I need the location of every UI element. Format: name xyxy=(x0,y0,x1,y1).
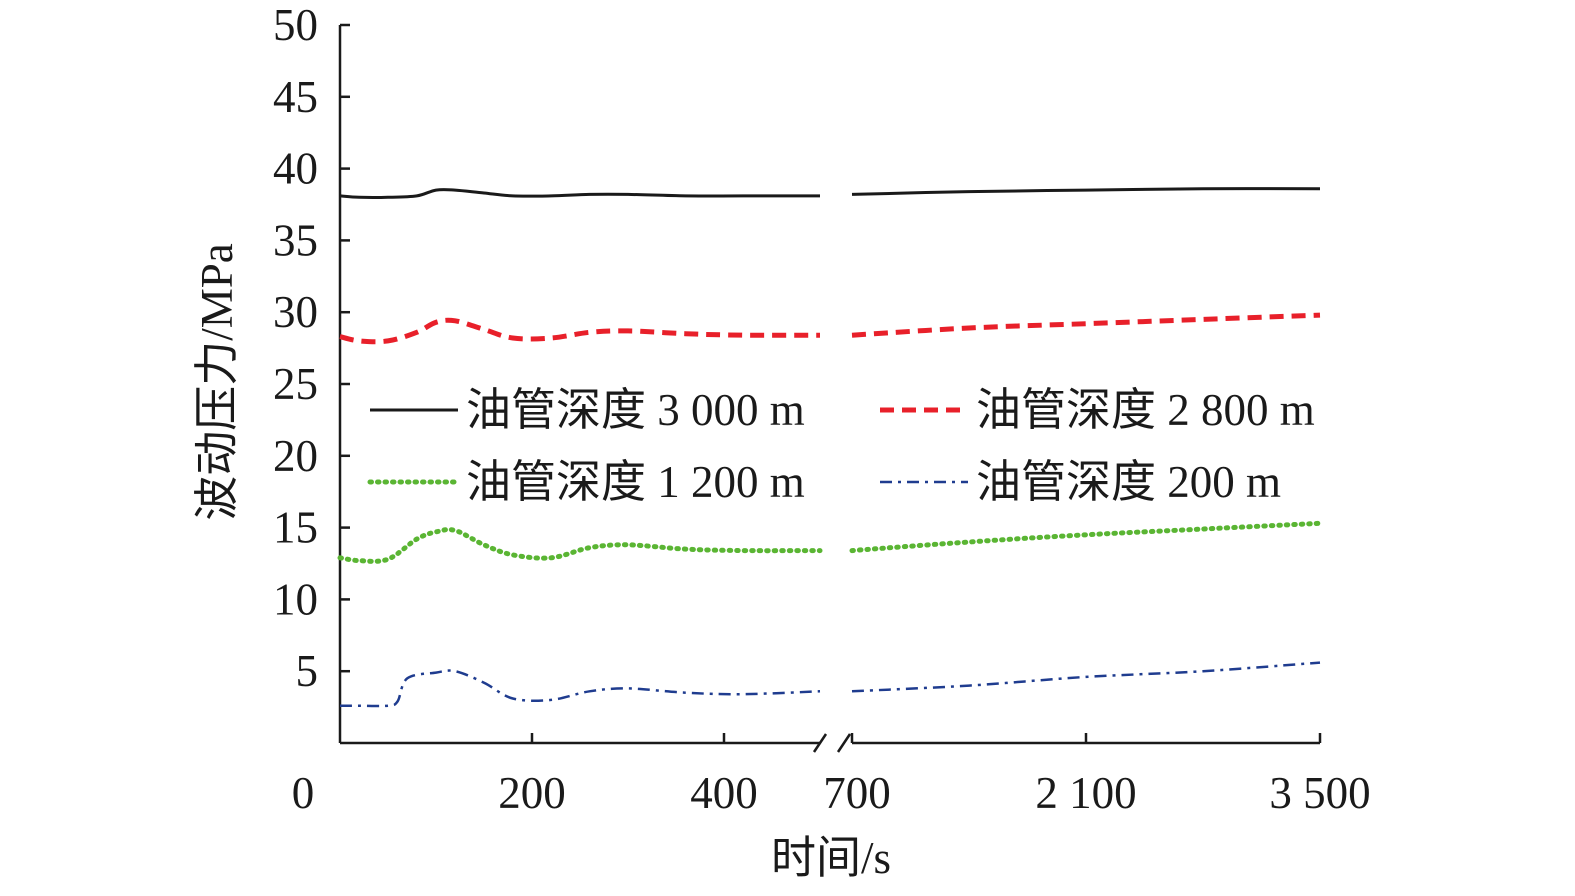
legend-label: 油管深度 1 200 m xyxy=(466,457,805,507)
axes: 5 10 15 20 25 30 35 40 45 50 0 200 400 700 2 100 3 500 xyxy=(273,0,1371,818)
y-tick-label: 50 xyxy=(273,0,318,50)
series-line xyxy=(340,661,1321,708)
series-line xyxy=(339,187,1321,200)
x-tick-label: 2 100 xyxy=(1035,768,1136,818)
legend-label: 油管深度 2 800 m xyxy=(976,385,1315,435)
y-tick-label: 15 xyxy=(273,503,318,553)
legend-item: 油管深度 1 200 m xyxy=(367,457,805,507)
y-axis-title: 波动压力/MPa xyxy=(192,243,242,521)
y-tick-label: 30 xyxy=(273,287,318,337)
series-path xyxy=(339,317,821,345)
axis-break-mark xyxy=(812,733,828,753)
x-axis-title: 时间/s xyxy=(771,833,891,883)
series-path xyxy=(340,669,821,708)
y-tick-label: 5 xyxy=(296,646,319,696)
x-tick-label: 200 xyxy=(498,768,566,818)
axis-break-mark xyxy=(836,733,852,753)
series-path xyxy=(339,188,820,200)
series-line xyxy=(337,520,1323,564)
series-path xyxy=(849,520,1323,554)
y-tick-label: 10 xyxy=(273,574,318,624)
y-tick-label: 45 xyxy=(273,72,318,122)
series-path xyxy=(851,661,1321,693)
x-tick-label: 3 500 xyxy=(1269,768,1370,818)
y-tick-label: 35 xyxy=(273,215,318,265)
legend-item: 油管深度 2 800 m xyxy=(880,385,1315,435)
x-tick-label: 700 xyxy=(823,768,891,818)
legend-label: 油管深度 200 m xyxy=(976,457,1281,507)
series-layer xyxy=(337,187,1323,708)
series-path xyxy=(337,527,823,564)
y-tick-label: 25 xyxy=(273,359,318,409)
legend-label: 油管深度 3 000 m xyxy=(466,385,805,435)
series-path xyxy=(851,312,1321,338)
x-tick-label: 0 xyxy=(292,768,315,818)
series-path xyxy=(851,187,1321,196)
y-tick-label: 20 xyxy=(273,431,318,481)
legend: 油管深度 3 000 m 油管深度 2 800 m 油管深度 1 200 m 油管深度… xyxy=(367,385,1315,507)
legend-item: 油管深度 3 000 m xyxy=(370,385,805,435)
y-tick-label: 40 xyxy=(273,144,318,194)
series-line xyxy=(339,312,1321,345)
x-tick-label: 400 xyxy=(690,768,758,818)
legend-item: 油管深度 200 m xyxy=(880,457,1281,507)
